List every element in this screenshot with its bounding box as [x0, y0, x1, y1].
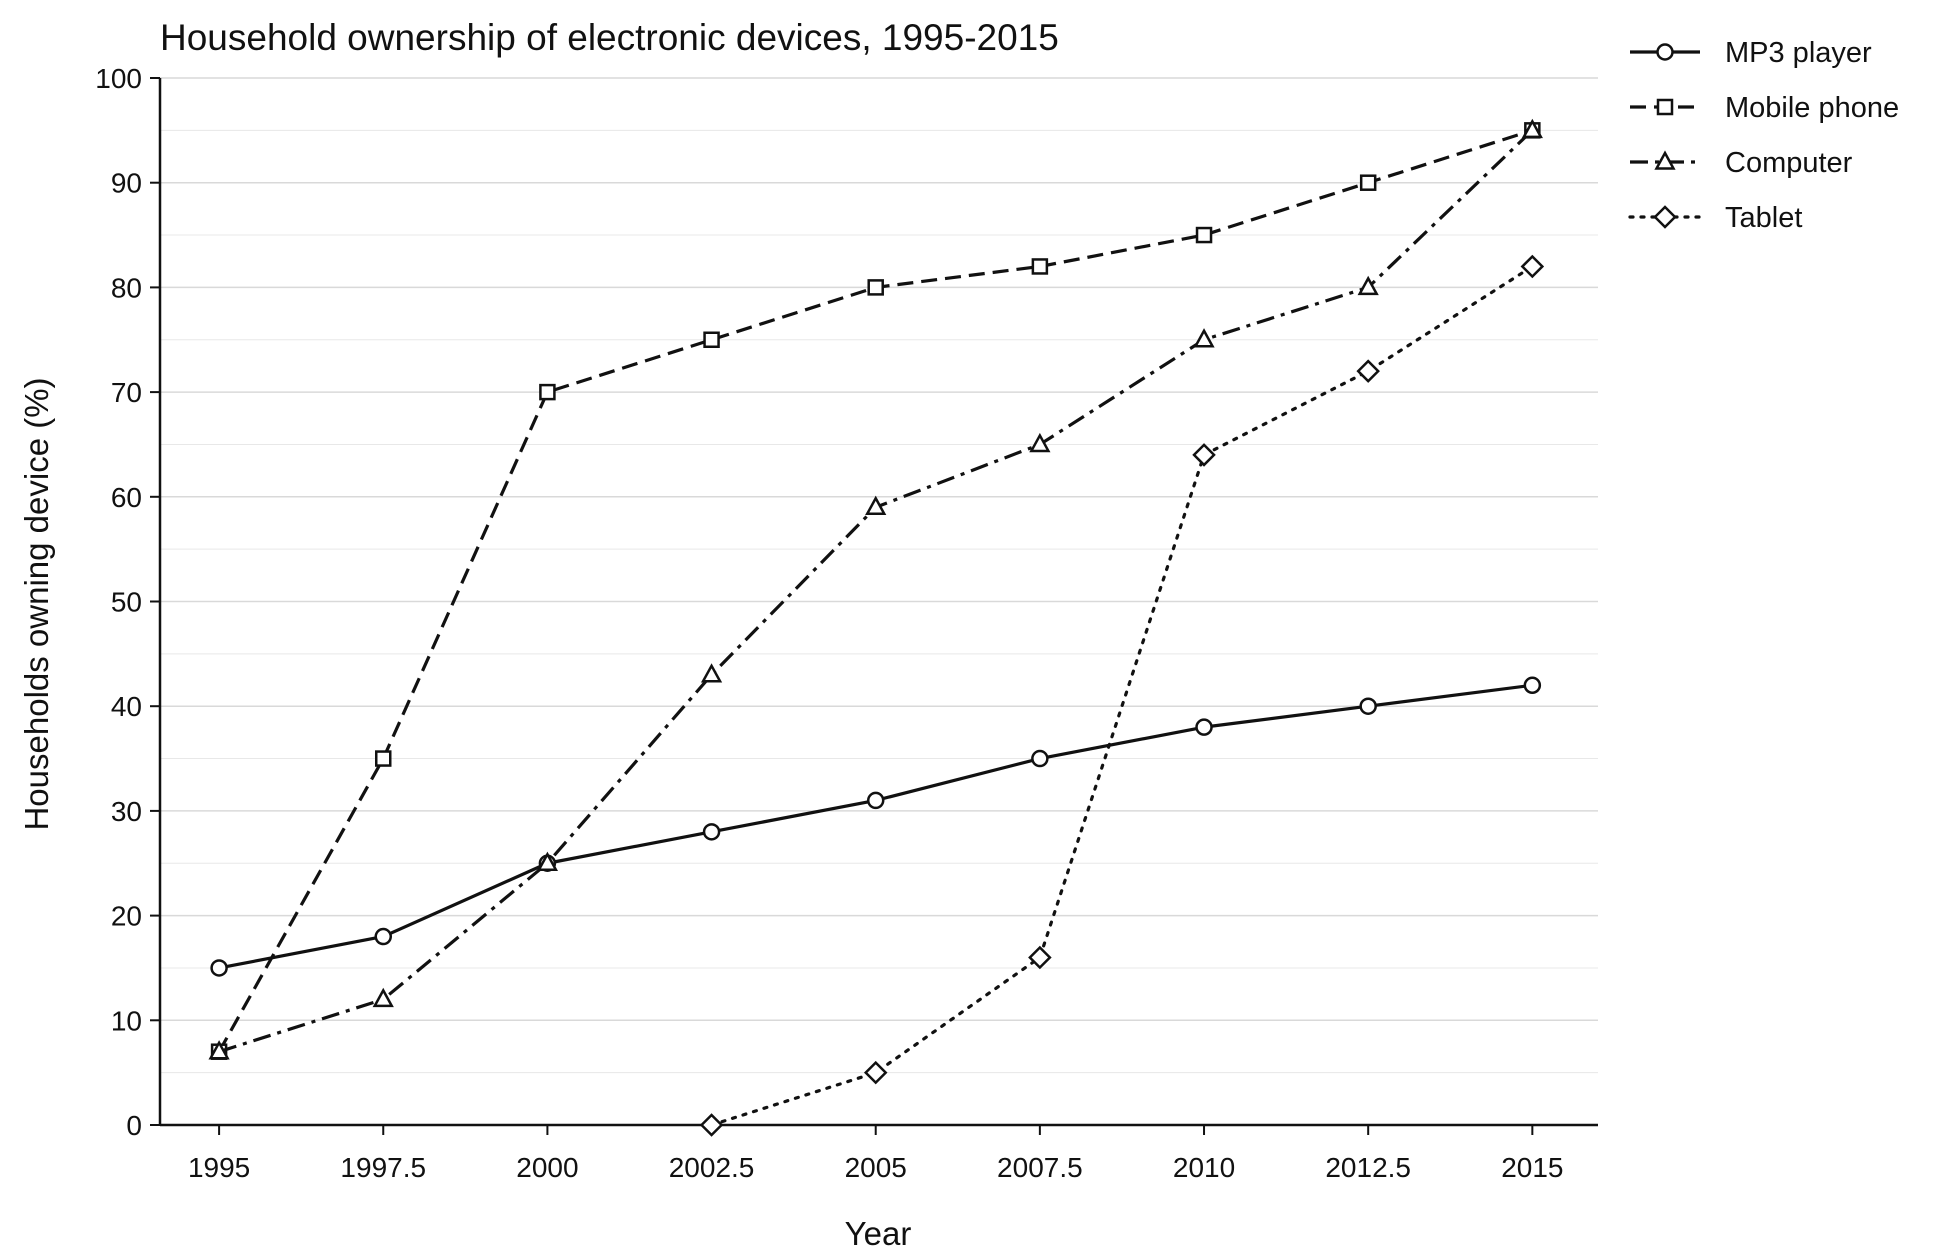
data-point-tablet — [699, 1113, 724, 1137]
legend-marker — [1654, 150, 1676, 170]
x-tick-label: 2010 — [1173, 1152, 1235, 1183]
series-line-computer — [218, 129, 1534, 1054]
y-tick-label: 40 — [111, 691, 142, 722]
data-point-mobile-phone — [1031, 258, 1049, 275]
legend-item-computer: Computer — [1630, 147, 1853, 179]
data-point-mp3-player — [1031, 749, 1049, 768]
data-point-tablet — [1028, 945, 1052, 970]
legend-item-mobile-phone: Mobile phone — [1630, 92, 1899, 124]
x-tick-label: 2012.5 — [1325, 1152, 1411, 1183]
legend-label: Computer — [1725, 147, 1853, 179]
data-point-mp3-player — [1359, 697, 1377, 715]
x-tick-label: 2002.5 — [669, 1152, 755, 1183]
legend-label: Tablet — [1725, 202, 1802, 234]
data-point-mp3-player — [702, 823, 721, 841]
data-point-mobile-phone — [703, 331, 720, 348]
data-point-mp3-player — [374, 927, 393, 946]
data-point-computer — [865, 495, 887, 516]
legend-item-mp3-player: MP3 player — [1630, 37, 1872, 69]
legend-item-tablet: Tablet — [1628, 202, 1802, 234]
data-point-tablet — [863, 1060, 888, 1085]
series-computer — [208, 118, 1543, 1060]
y-tick-label: 60 — [111, 482, 142, 513]
data-point-computer — [1521, 118, 1543, 139]
legend: MP3 player Mobile phone Computer Tablet — [1628, 37, 1899, 234]
data-point-tablet — [1356, 359, 1380, 383]
chart-title: Household ownership of electronic device… — [160, 17, 1059, 58]
x-tick-label: 1997.5 — [340, 1152, 426, 1183]
data-point-mobile-phone — [867, 279, 884, 296]
legend-marker — [1656, 98, 1674, 116]
data-point-mp3-player — [1523, 676, 1542, 695]
y-tick-label: 20 — [111, 901, 142, 932]
x-tick-label: 2015 — [1501, 1152, 1563, 1183]
data-point-tablet — [1520, 254, 1545, 279]
data-point-mobile-phone — [1359, 174, 1377, 191]
series-mp3-player — [210, 676, 1542, 977]
series-group — [208, 118, 1545, 1137]
y-tick-label: 70 — [111, 377, 142, 408]
data-point-computer — [1357, 275, 1379, 296]
data-point-computer — [1193, 328, 1215, 348]
series-line-mp3-player — [218, 683, 1533, 970]
data-point-mp3-player — [1195, 718, 1213, 736]
legend-marker — [1653, 205, 1677, 229]
data-point-computer — [1029, 432, 1051, 453]
x-tick-label: 2005 — [845, 1152, 907, 1183]
y-tick-label: 90 — [111, 168, 142, 199]
legend-label: MP3 player — [1725, 37, 1872, 69]
x-tick-label: 2007.5 — [997, 1152, 1083, 1183]
y-tick-label: 10 — [111, 1005, 142, 1036]
data-point-computer — [372, 987, 394, 1008]
data-point-computer — [536, 851, 559, 871]
series-mobile-phone — [210, 122, 1541, 1060]
series-tablet — [699, 254, 1545, 1137]
data-point-mp3-player — [866, 791, 885, 810]
y-tick-label: 50 — [111, 587, 142, 618]
y-tick-label: 30 — [111, 796, 142, 827]
x-axis-ticks: 1995 1997.5 2000 2002.5 2005 2007.5 2010 2012.5… — [188, 1125, 1563, 1183]
data-point-computer — [208, 1040, 230, 1060]
y-axis-label: Households owning device (%) — [18, 377, 55, 830]
data-point-tablet — [1192, 443, 1216, 467]
series-line-mobile-phone — [217, 128, 1533, 1053]
data-point-mp3-player — [210, 959, 228, 977]
data-point-mobile-phone — [539, 383, 556, 401]
data-point-mobile-phone — [1195, 226, 1213, 244]
x-axis-label: Year — [845, 1215, 912, 1252]
legend-marker — [1656, 43, 1674, 61]
gridlines — [160, 77, 1598, 1074]
legend-label: Mobile phone — [1725, 92, 1899, 124]
series-line-tablet — [709, 264, 1534, 1127]
x-tick-label: 1995 — [188, 1152, 250, 1183]
data-point-mobile-phone — [375, 750, 392, 767]
x-tick-label: 2000 — [516, 1152, 578, 1183]
data-point-computer — [700, 663, 723, 683]
y-tick-label: 80 — [111, 272, 142, 303]
y-axis-ticks: 0 10 20 30 40 50 60 70 80 90 100 — [95, 63, 160, 1141]
y-tick-label: 100 — [95, 63, 142, 94]
y-tick-label: 0 — [126, 1110, 142, 1141]
